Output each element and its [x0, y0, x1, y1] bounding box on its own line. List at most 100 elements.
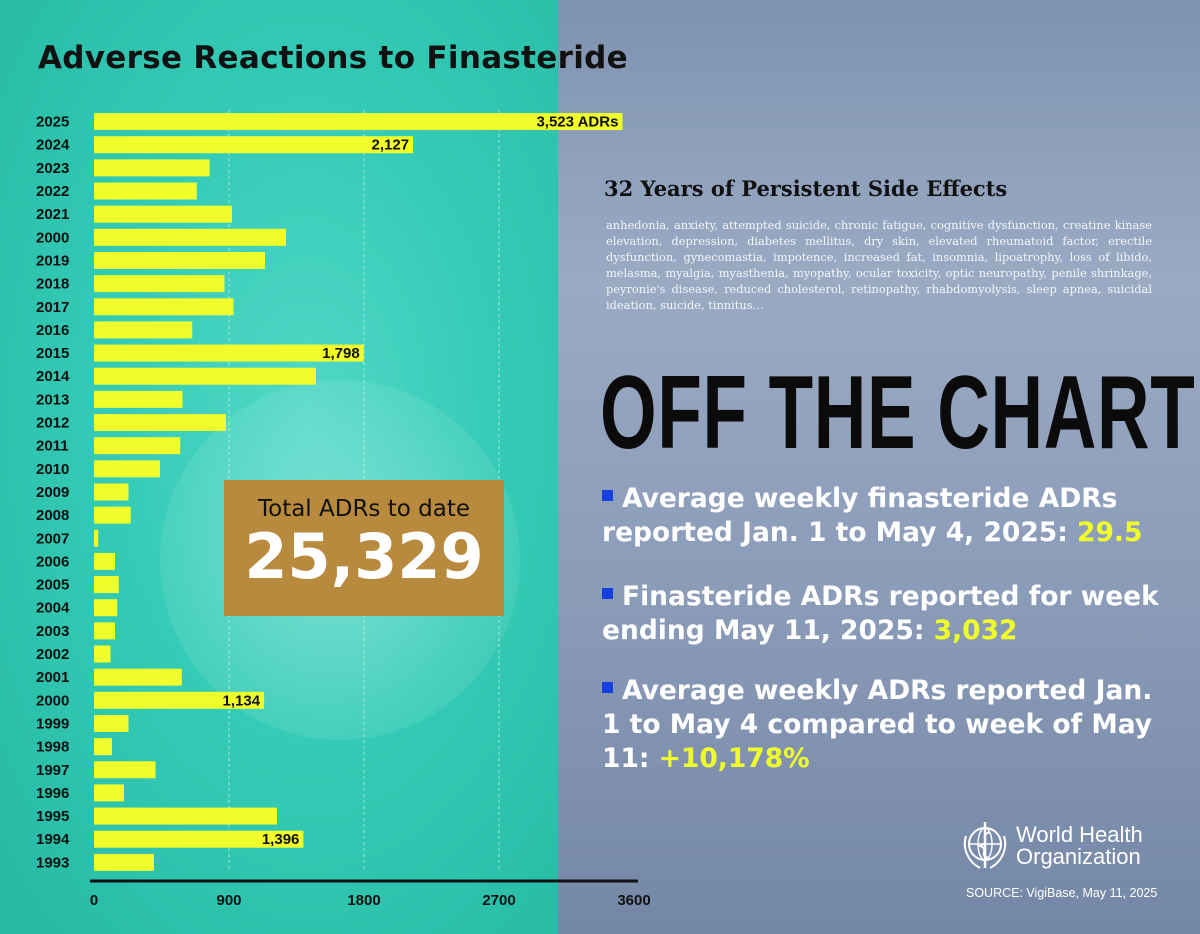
bar: [94, 506, 131, 524]
side-effects-heading: 32 Years of Persistent Side Effects: [604, 176, 1008, 201]
bar: [94, 414, 226, 432]
bar: [94, 437, 181, 455]
bar: [94, 784, 124, 802]
bar: [94, 576, 119, 594]
year-label: 2022: [36, 183, 69, 200]
bar: [94, 483, 129, 501]
bar: [94, 761, 156, 779]
bar: [94, 228, 286, 246]
bar: [94, 691, 265, 709]
bar: [94, 738, 112, 756]
source-note: SOURCE: VigiBase, May 11, 2025: [966, 886, 1158, 900]
year-label: 1994: [36, 831, 70, 848]
bar: [94, 367, 316, 385]
year-label: 2016: [36, 322, 69, 339]
year-label: 2012: [36, 415, 69, 432]
year-label: 2000: [36, 692, 69, 709]
year-label: 2005: [36, 577, 69, 594]
year-label: 1997: [36, 762, 69, 779]
bar: [94, 182, 197, 200]
side-effects-list: anhedonia, anxiety, attempted suicide, c…: [606, 218, 1152, 312]
year-label: 2018: [36, 276, 69, 293]
bar: [94, 205, 232, 223]
bar: [94, 136, 414, 154]
stat-value: +10,178%: [658, 743, 810, 774]
year-label: 2021: [36, 206, 69, 223]
bar: [94, 668, 182, 686]
total-adrs-box: Total ADRs to date 25,329: [224, 480, 504, 616]
bullet-square: [602, 490, 613, 501]
year-label: 2006: [36, 553, 69, 570]
bar: [94, 460, 160, 478]
year-label: 2013: [36, 391, 69, 408]
org-name-line2: Organization: [1016, 844, 1141, 869]
right-background: [558, 0, 1200, 934]
data-label: 1,134: [223, 692, 261, 709]
stat-value: 29.5: [1077, 517, 1143, 548]
bar: [94, 390, 183, 408]
year-label: 2011: [36, 438, 69, 455]
bar: [94, 622, 115, 640]
year-label: 2023: [36, 160, 69, 177]
bar: [94, 714, 129, 732]
left-background: [0, 0, 558, 934]
year-label: 1998: [36, 739, 69, 756]
year-label: 2024: [36, 137, 70, 154]
bar: [94, 599, 118, 617]
stat-text: Average weekly ADRs reported Jan. 1 to M…: [602, 675, 1153, 774]
who-emblem-icon: [963, 822, 1007, 869]
year-label: 2017: [36, 299, 69, 316]
bar: [94, 159, 210, 177]
bar: [94, 529, 99, 547]
year-label: 2025: [36, 114, 69, 131]
chart-title: Adverse Reactions to Finasteride: [38, 40, 628, 76]
x-tick-label: 900: [216, 892, 241, 909]
data-label: 1,396: [262, 831, 300, 848]
stat-week-ending: Finasteride ADRs reported for week endin…: [602, 580, 1172, 648]
bar: [94, 853, 154, 871]
org-name-line1: World Health: [1016, 822, 1143, 847]
bar-chart: 2025 3,523 ADRs 2024 2,127 2023 2022 2021 2000 2…: [36, 113, 651, 909]
data-label: 3,523 ADRs: [536, 114, 618, 131]
x-tick-label: 2700: [482, 892, 515, 909]
year-label: 1999: [36, 715, 69, 732]
bullet-square: [602, 588, 613, 599]
data-label: 1,798: [322, 345, 360, 362]
year-label: 1995: [36, 808, 69, 825]
year-label: 2003: [36, 623, 69, 640]
stat-comparison: Average weekly ADRs reported Jan. 1 to M…: [602, 674, 1172, 776]
x-tick-label: 0: [90, 892, 98, 909]
x-tick-label: 3600: [617, 892, 650, 909]
stat-value: 3,032: [933, 615, 1018, 646]
stat-text: Average weekly finasteride ADRs reported…: [602, 483, 1118, 548]
bullet-square: [602, 682, 613, 693]
org-name: World Health Organization: [1016, 824, 1176, 868]
bar: [94, 807, 277, 825]
year-label: 2002: [36, 646, 69, 663]
bar: [94, 344, 364, 362]
year-label: 1996: [36, 785, 69, 802]
bar: [94, 251, 265, 269]
bar: [94, 113, 623, 131]
year-label: 2004: [36, 600, 70, 617]
bar: [94, 645, 111, 663]
year-label: 2000: [36, 229, 69, 246]
year-label: 2007: [36, 530, 69, 547]
year-label: 2008: [36, 507, 69, 524]
x-tick-label: 1800: [347, 892, 380, 909]
bar: [94, 298, 234, 316]
data-label: 2,127: [372, 137, 410, 154]
total-label: Total ADRs to date: [257, 496, 470, 522]
year-label: 2009: [36, 484, 69, 501]
year-label: 2019: [36, 252, 69, 269]
year-label: 2001: [36, 669, 69, 686]
headline: OFF THE CHART: [600, 355, 1196, 471]
bar: [94, 552, 115, 570]
stat-text: Finasteride ADRs reported for week endin…: [602, 581, 1159, 646]
bar: [94, 275, 225, 293]
stat-average-weekly: Average weekly finasteride ADRs reported…: [602, 482, 1172, 550]
bar: [94, 321, 193, 339]
year-label: 2010: [36, 461, 69, 478]
year-label: 1993: [36, 854, 69, 871]
bar: [94, 830, 304, 848]
